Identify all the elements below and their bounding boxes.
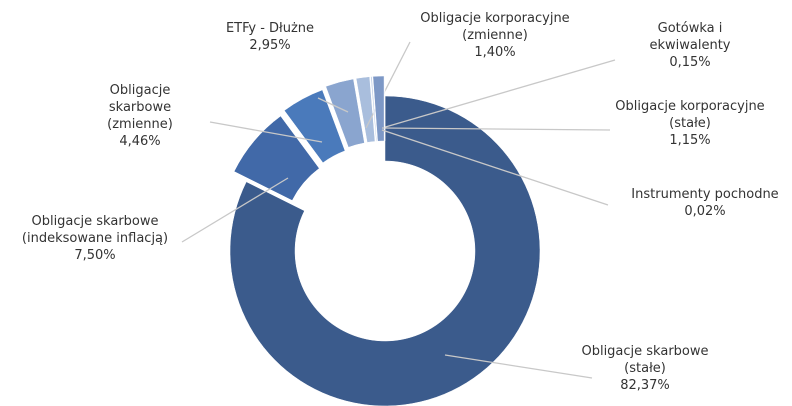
category-name: Obligacje korporacyjne (stałe) <box>615 99 765 131</box>
slice-label: Obligacje skarbowe (stałe) 82,37% <box>575 343 715 394</box>
value-label: 2,95% <box>249 38 291 53</box>
slice-label: ETFy - Dłużne 2,95% <box>210 20 330 54</box>
value-label: 82,37% <box>620 378 670 393</box>
value-label: 7,50% <box>74 248 116 263</box>
slice <box>355 76 376 143</box>
value-label: 4,46% <box>119 134 161 149</box>
category-name: Obligacje skarbowe (indeksowane inflacją… <box>21 214 169 246</box>
leader-line <box>365 41 411 129</box>
category-name: Obligacje skarbowe (stałe) <box>581 344 709 376</box>
value-label: 1,15% <box>669 133 711 148</box>
category-name: Obligacje skarbowe (zmienne) <box>107 83 173 132</box>
category-name: Instrumenty pochodne <box>631 187 779 202</box>
value-label: 1,40% <box>474 45 516 60</box>
slice-label: Obligacje skarbowe (zmienne) 4,46% <box>90 82 190 150</box>
slice-label: Obligacje korporacyjne (stałe) 1,15% <box>605 98 775 149</box>
leader-line <box>381 127 611 131</box>
leader-line <box>381 59 616 129</box>
leader-line <box>209 121 323 143</box>
slice <box>233 115 320 201</box>
value-label: 0,15% <box>669 55 711 70</box>
slice <box>229 95 541 406</box>
leader-line <box>444 354 593 379</box>
slice <box>325 78 365 148</box>
category-name: Obligacje korporacyjne (zmienne) <box>420 11 570 43</box>
category-name: Gotówka i ekwiwalenty <box>649 21 731 53</box>
leader-line <box>317 97 349 113</box>
slice-label: Obligacje korporacyjne (zmienne) 1,40% <box>405 10 585 61</box>
slice <box>370 76 378 142</box>
slice-label: Instrumenty pochodne 0,02% <box>615 186 792 220</box>
leader-line <box>381 129 609 206</box>
slice-label: Obligacje skarbowe (indeksowane inflacją… <box>5 213 185 264</box>
slice-label: Gotówka i ekwiwalenty 0,15% <box>630 20 750 71</box>
leader-line <box>181 177 289 243</box>
slice <box>372 75 385 142</box>
value-label: 0,02% <box>684 204 726 219</box>
category-name: ETFy - Dłużne <box>225 21 315 36</box>
slice <box>283 89 346 164</box>
